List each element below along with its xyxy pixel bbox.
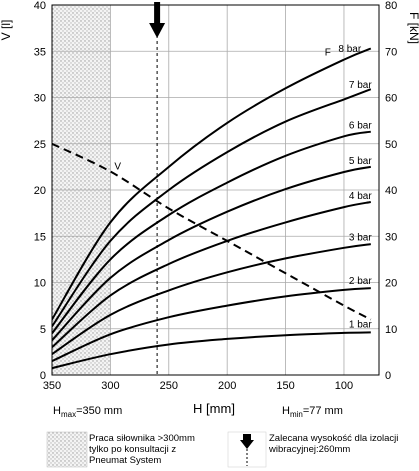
y-left-tick-20: 20 — [34, 185, 46, 197]
curve-label-5-bar: 5 bar — [349, 156, 372, 167]
y-left-tick-25: 25 — [34, 139, 46, 151]
h-min-label: Hmin=77 mm — [282, 405, 343, 419]
curve-label-2-bar: 2 bar — [349, 276, 372, 287]
h-max-label: Hmax=350 mm — [53, 405, 122, 419]
legend-hatch-text: Praca siłownika >300mm tylko po konsulta… — [89, 433, 224, 466]
y-right-tick-30: 30 — [385, 231, 397, 243]
axis-ticks: 350 300 250 200 150 100 0 5 10 15 20 25 30 35 40 0 10 20 3… — [34, 0, 398, 392]
y-left-tick-40: 40 — [34, 0, 46, 12]
y-right-tick-50: 50 — [385, 139, 397, 151]
curve-label-4-bar: 4 bar — [349, 191, 372, 202]
legend-arrow-icon — [240, 434, 254, 449]
y-left-tick-30: 30 — [34, 93, 46, 105]
legend-hatch-swatch — [46, 431, 88, 468]
h-min-value: =77 mm — [303, 405, 343, 417]
y-right-tick-60: 60 — [385, 93, 397, 105]
x-tick-350: 350 — [43, 380, 61, 392]
curve-3-bar — [52, 243, 371, 356]
legend-arrow-text: Zalecana wysokość dla izolacji wibracyjn… — [269, 433, 417, 455]
legend-hatch-line-3: Pneumat System — [89, 455, 162, 466]
x-tick-150: 150 — [276, 380, 294, 392]
y-left-tick-10: 10 — [34, 278, 46, 290]
y-left-tick-15: 15 — [34, 231, 46, 243]
legend-arrow-line-2: wibracyjnej:260mm — [269, 444, 351, 455]
h-min-subscript: min — [290, 410, 303, 419]
curve-8-bar — [52, 47, 372, 321]
curve-labels: 1 bar 2 bar 3 bar 4 bar 5 bar 6 bar 7 bar 8 bar… — [114, 44, 372, 330]
y-left-axis-title: V [l] — [0, 20, 13, 41]
legend-hatch-line-1: Praca siłownika >300mm — [89, 433, 195, 444]
legend-arrow-line-1: Zalecana wysokość dla izolacji — [269, 433, 399, 444]
recommended-height-arrow — [149, 2, 166, 38]
h-max-symbol: H — [53, 405, 61, 417]
y-right-tick-70: 70 — [385, 46, 397, 58]
y-right-tick-0: 0 — [385, 370, 391, 382]
curve-label-6-bar: 6 bar — [349, 121, 372, 132]
y-left-tick-5: 5 — [40, 324, 46, 336]
y-left-tick-0: 0 — [40, 370, 46, 382]
curve-label-7-bar: 7 bar — [349, 80, 372, 91]
plot-frame — [51, 4, 380, 376]
y-left-tick-35: 35 — [34, 46, 46, 58]
y-right-tick-10: 10 — [385, 324, 397, 336]
x-tick-100: 100 — [335, 380, 353, 392]
y-right-tick-80: 80 — [385, 0, 397, 12]
curve-7-bar — [52, 88, 372, 327]
curve-label-1-bar: 1 bar — [349, 320, 372, 331]
curve-1-bar — [52, 331, 371, 370]
x-axis-title: H [mm] — [193, 401, 235, 416]
force-symbol: F — [325, 48, 331, 59]
curve-2-bar — [52, 287, 371, 363]
h-max-subscript: max — [61, 410, 76, 419]
y-right-tick-40: 40 — [385, 185, 397, 197]
volume-curve — [52, 142, 372, 321]
h-min-symbol: H — [282, 405, 290, 417]
legend-hatch-line-2: tylko po konsultacji z — [89, 444, 177, 455]
volume-symbol: V — [114, 162, 121, 173]
curve-label-3-bar: 3 bar — [349, 233, 372, 244]
x-tick-300: 300 — [101, 380, 119, 392]
curve-5-bar — [52, 165, 371, 341]
x-tick-250: 250 — [160, 380, 178, 392]
curve-6-bar — [52, 130, 371, 335]
recommended-arrow-icon — [149, 2, 166, 38]
x-tick-200: 200 — [218, 380, 236, 392]
h-max-value: =350 mm — [76, 405, 122, 417]
y-right-tick-20: 20 — [385, 278, 397, 290]
y-right-axis-title: F [kN] — [407, 12, 419, 44]
legend — [46, 431, 267, 468]
curve-label-8-bar: 8 bar — [338, 44, 361, 55]
